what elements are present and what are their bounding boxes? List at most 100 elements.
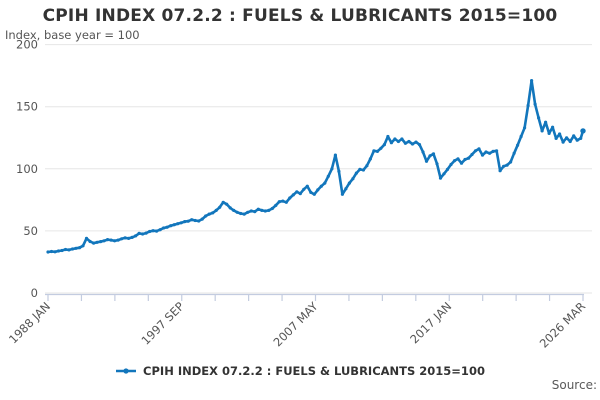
chart-title: CPIH INDEX 07.2.2 : FUELS & LUBRICANTS 2… xyxy=(42,6,558,26)
data-point-marker xyxy=(372,149,376,153)
data-point-marker xyxy=(442,172,446,176)
data-point-marker xyxy=(466,156,471,160)
data-point-marker xyxy=(186,219,190,223)
data-point-marker xyxy=(130,235,134,239)
data-point-marker xyxy=(92,241,96,245)
data-point-marker xyxy=(537,116,541,120)
data-point-marker xyxy=(519,134,523,139)
data-point-marker xyxy=(53,250,57,254)
data-point-marker xyxy=(116,238,120,242)
data-point-marker xyxy=(235,210,239,214)
data-point-marker xyxy=(361,168,365,172)
data-point-marker xyxy=(120,237,124,241)
data-point-marker xyxy=(445,167,450,171)
data-point-marker xyxy=(323,181,327,185)
data-point-marker xyxy=(424,159,429,163)
data-point-marker xyxy=(523,126,527,130)
data-point-marker xyxy=(530,79,534,83)
data-point-marker xyxy=(565,136,569,140)
data-point-marker xyxy=(228,206,232,210)
data-point-marker xyxy=(260,208,264,212)
data-point-marker xyxy=(242,212,246,216)
data-point-marker xyxy=(211,211,215,215)
x-axis-tick-label: 1997 SEP xyxy=(138,299,186,347)
data-point-marker xyxy=(509,160,513,164)
data-point-marker xyxy=(316,188,320,192)
y-axis-tick-label: 100 xyxy=(16,162,38,176)
data-point-marker xyxy=(554,136,558,140)
data-point-marker xyxy=(575,138,579,142)
legend-line-marker-icon[interactable] xyxy=(115,366,137,376)
data-point-marker xyxy=(127,236,131,240)
data-point-marker xyxy=(46,250,50,254)
data-point-marker xyxy=(141,232,145,236)
data-point-marker xyxy=(123,236,127,240)
data-point-marker xyxy=(382,143,386,147)
data-point-marker xyxy=(533,102,537,106)
data-point-marker xyxy=(109,238,113,242)
data-point-marker xyxy=(470,152,474,157)
data-point-marker xyxy=(102,239,106,243)
data-point-marker xyxy=(309,190,313,194)
data-point-marker xyxy=(410,142,415,146)
data-point-marker xyxy=(340,192,344,196)
data-point-marker xyxy=(144,231,148,235)
data-point-marker xyxy=(449,162,453,167)
data-point-marker xyxy=(137,231,141,235)
data-point-marker xyxy=(484,150,488,154)
data-point-marker xyxy=(516,143,520,147)
data-point-marker xyxy=(158,228,162,232)
data-point-marker xyxy=(253,210,257,214)
data-point-marker xyxy=(417,143,422,147)
series-line xyxy=(46,79,585,254)
data-point-marker xyxy=(277,200,281,204)
data-point-marker xyxy=(249,209,253,213)
data-point-marker xyxy=(148,229,152,234)
data-point-marker xyxy=(544,120,548,124)
data-point-marker xyxy=(256,207,260,211)
data-point-marker xyxy=(386,134,390,139)
data-point-marker xyxy=(239,211,243,216)
data-point-marker xyxy=(547,131,551,135)
data-point-marker xyxy=(480,153,485,157)
data-point-marker xyxy=(379,146,383,150)
data-point-marker xyxy=(551,125,555,129)
data-point-marker xyxy=(365,164,369,168)
data-point-marker xyxy=(67,248,71,252)
data-point-marker xyxy=(246,210,250,214)
y-axis-tick-label: 50 xyxy=(23,224,38,238)
data-point-marker xyxy=(421,150,425,154)
data-point-marker xyxy=(298,192,302,196)
data-point-marker xyxy=(165,225,169,229)
legend-item-label[interactable]: CPIH INDEX 07.2.2 : FUELS & LUBRICANTS 2… xyxy=(143,364,485,378)
data-point-marker xyxy=(70,247,75,251)
data-point-marker xyxy=(333,153,337,157)
data-point-marker xyxy=(319,184,323,188)
data-point-marker xyxy=(326,174,330,178)
data-point-marker xyxy=(438,176,443,180)
data-point-marker xyxy=(95,240,99,244)
data-point-marker xyxy=(428,154,432,158)
y-axis-tick-label: 150 xyxy=(16,100,38,114)
data-point-marker xyxy=(431,152,436,156)
data-point-marker xyxy=(207,212,211,216)
data-point-marker xyxy=(60,248,64,253)
data-point-marker xyxy=(200,217,204,221)
data-point-marker xyxy=(393,137,397,141)
data-point-marker xyxy=(56,249,61,253)
data-point-marker xyxy=(263,209,267,213)
data-point-marker xyxy=(281,199,285,203)
data-point-marker xyxy=(407,139,411,144)
data-point-marker xyxy=(214,208,218,212)
data-point-marker xyxy=(347,181,351,185)
data-point-marker xyxy=(288,196,292,200)
data-point-marker xyxy=(312,192,316,196)
data-point-marker xyxy=(403,141,407,145)
data-point-marker xyxy=(540,129,544,133)
x-axis-tick-label: 2017 JAN xyxy=(407,299,454,346)
data-point-marker xyxy=(473,149,478,153)
source-label: Source: xyxy=(551,378,597,392)
data-point-marker xyxy=(354,171,358,175)
data-point-marker xyxy=(106,238,110,242)
data-point-marker xyxy=(295,190,299,194)
